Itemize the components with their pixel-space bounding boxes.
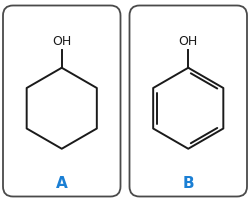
Text: OH: OH bbox=[52, 35, 72, 48]
FancyBboxPatch shape bbox=[130, 5, 247, 197]
FancyBboxPatch shape bbox=[3, 5, 120, 197]
Text: A: A bbox=[56, 177, 68, 191]
Text: OH: OH bbox=[178, 35, 198, 48]
Text: B: B bbox=[182, 177, 194, 191]
